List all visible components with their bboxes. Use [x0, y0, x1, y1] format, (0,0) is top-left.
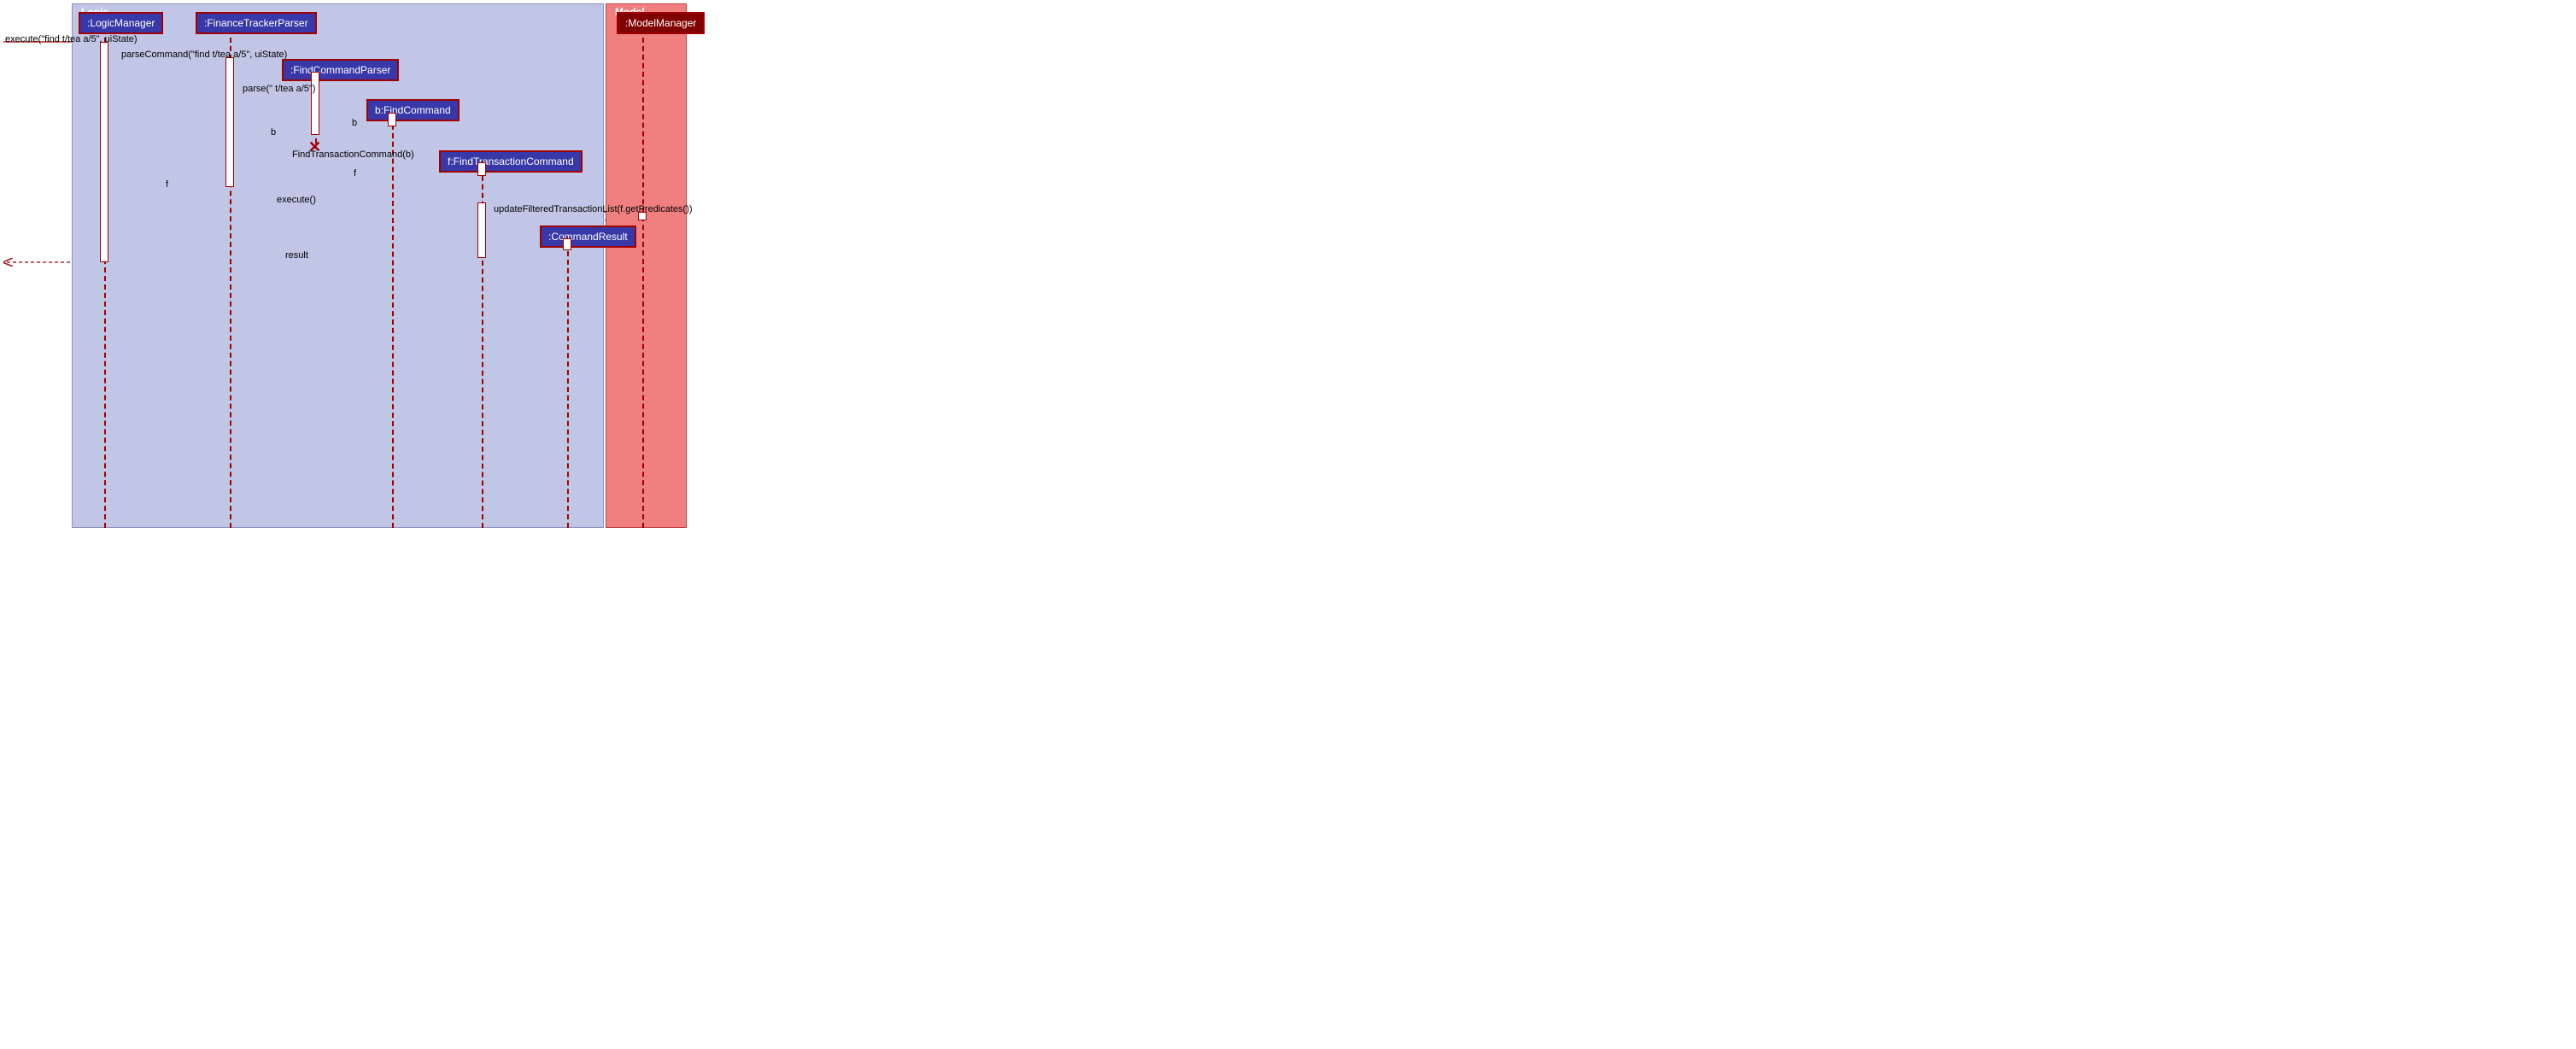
activation-cr-7 — [563, 238, 571, 250]
message-label-6: b — [352, 118, 357, 128]
message-label-11: execute() — [277, 195, 316, 205]
lifeline-head-ftc: f:FindTransactionCommand — [439, 150, 583, 173]
message-label-0: execute("find t/tea a/5", uiState) — [5, 34, 138, 44]
activation-ftc-4 — [477, 162, 486, 176]
message-label-7: b — [271, 127, 276, 138]
lifeline-head-fc: b:FindCommand — [366, 99, 460, 121]
message-label-16: result — [285, 250, 308, 261]
activation-ftc-5 — [477, 202, 486, 258]
activation-lm-0 — [100, 42, 108, 262]
activation-fcp-2 — [311, 72, 319, 135]
lifeline-head-mm: :ModelManager — [617, 12, 705, 34]
message-label-1: parseCommand("find t/tea a/5", uiState) — [121, 50, 287, 60]
lifeline-head-ftp: :FinanceTrackerParser — [196, 12, 317, 34]
message-label-9: f — [354, 168, 356, 179]
lifeline-mm — [642, 29, 644, 528]
message-label-12: updateFilteredTransactionList(f.getPredi… — [494, 204, 693, 214]
lifeline-head-lm: :LogicManager — [79, 12, 163, 34]
activation-fc-3 — [388, 113, 396, 126]
frame-logic: Logic — [72, 3, 604, 528]
lifeline-head-cr: :CommandResult — [540, 226, 636, 248]
lifeline-fc — [392, 116, 394, 528]
frame-model: Model — [606, 3, 687, 528]
sequence-diagram: LogicModel :LogicManager :FinanceTrackerPa… — [3, 3, 1291, 528]
lifeline-head-fcp: :FindCommandParser — [282, 59, 399, 81]
lifeline-cr — [567, 243, 569, 528]
message-label-10: f — [166, 179, 168, 190]
message-label-4: parse(" t/tea a/5") — [243, 84, 315, 94]
message-label-8: FindTransactionCommand(b) — [292, 149, 414, 160]
activation-ftp-1 — [225, 57, 234, 187]
